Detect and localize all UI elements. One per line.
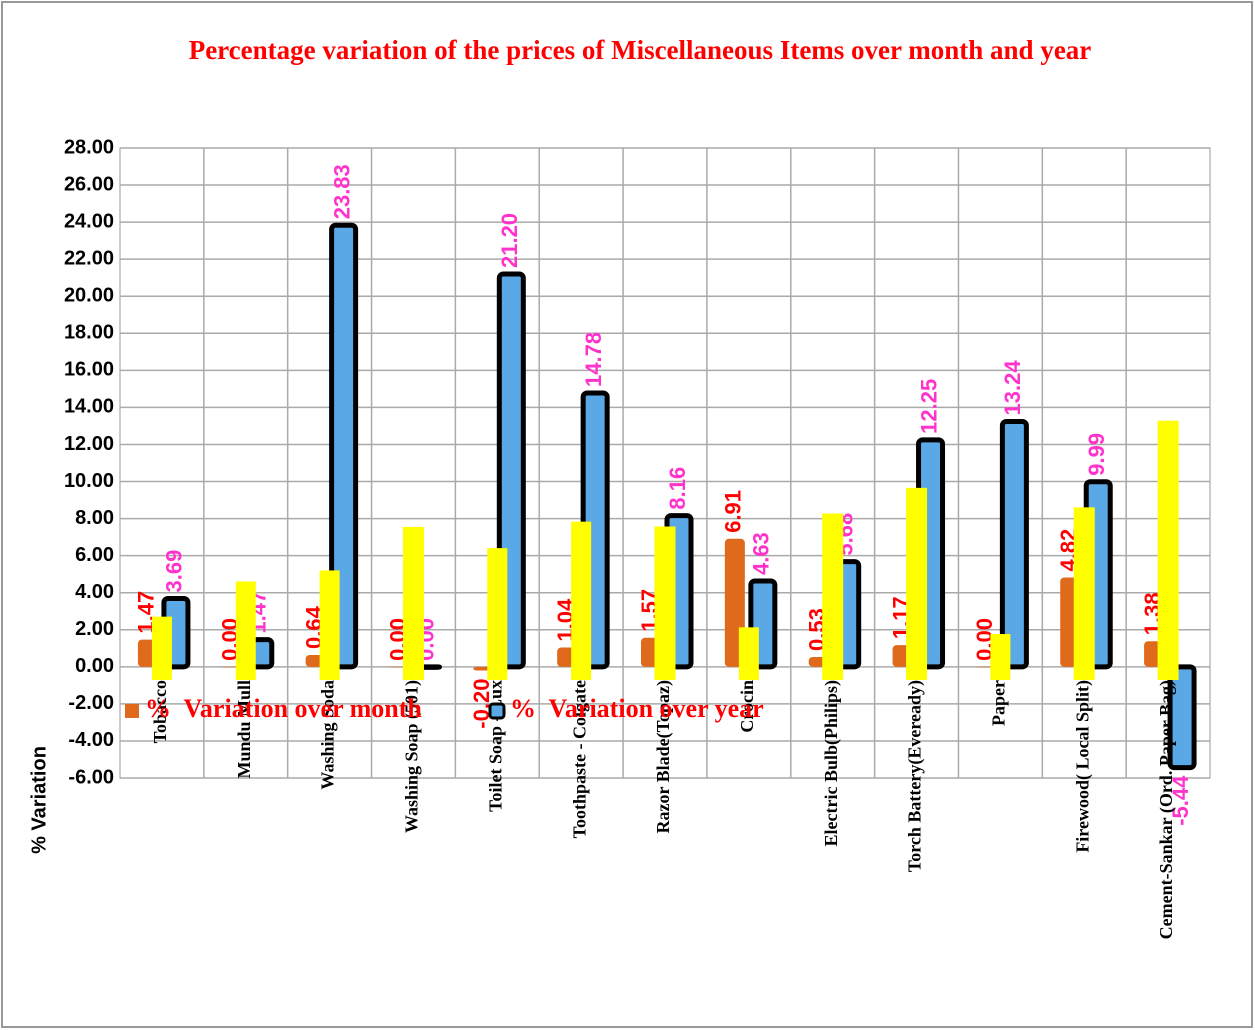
chart-frame (2, 2, 1252, 1027)
value-label: 14.78 (581, 332, 606, 387)
value-label: 6.91 (721, 490, 746, 533)
value-label: 3.69 (162, 550, 187, 593)
legend-swatch (490, 704, 504, 718)
category-label-background (906, 488, 927, 680)
y-tick-label: 6.00 (75, 544, 114, 566)
y-axis-title: % Variation (28, 746, 50, 854)
category-label-background (990, 634, 1010, 680)
y-tick-label: 2.00 (75, 618, 114, 640)
category-label-background (320, 570, 340, 680)
x-tick-label: Cement-Sankar (Ord. Paper Bag) (1156, 680, 1177, 939)
y-tick-label: 12.00 (64, 433, 114, 455)
y-tick-label: 26.00 (64, 173, 114, 195)
category-label-group: Razor Blade(Topaz) (653, 526, 675, 833)
category-label-group: Torch Battery(Eveready) (905, 488, 927, 872)
legend-label: % Variation over year (510, 694, 764, 723)
category-label-background (571, 522, 591, 680)
chart: % Variation -6.00 -4.00 -2.00 0.00 2.00 4.00 6… (0, 0, 1255, 1030)
value-label: 4.63 (749, 532, 774, 575)
category-label-group: Cement-Sankar (Ord. Paper Bag) (1156, 421, 1178, 940)
x-tick-label: Firewood( Local Split) (1072, 680, 1093, 853)
chart-title: Percentage variation of the prices of Mi… (150, 34, 1130, 66)
y-tick-label: 18.00 (64, 322, 114, 344)
category-label-background (822, 513, 843, 680)
x-tick-label: Torch Battery(Eveready) (905, 680, 926, 872)
x-tick-label: Paper (989, 680, 1009, 726)
category-label-group: Paper (989, 634, 1011, 726)
category-label-background (655, 526, 676, 680)
value-label: 21.20 (497, 213, 522, 268)
category-label-background (236, 581, 256, 680)
x-tick-label: Toilet Soap - Lux (485, 680, 505, 812)
y-tick-label: 10.00 (64, 470, 114, 492)
y-tick-label: -4.00 (68, 729, 114, 751)
y-tick-label: 14.00 (64, 396, 114, 418)
legend-label: % Variation over month (145, 694, 422, 723)
x-tick-label: Electric Bulb(Philips) (821, 680, 842, 847)
y-tick-label: 4.00 (75, 581, 114, 603)
value-label: 13.24 (1000, 360, 1025, 416)
category-label-background (487, 548, 507, 680)
category-label-group: Toothpaste - Colgate (569, 522, 591, 839)
legend-swatch (125, 704, 139, 718)
y-tick-label: -6.00 (68, 766, 114, 788)
category-label-group: Electric Bulb(Philips) (821, 513, 843, 846)
category-label-background (1074, 507, 1095, 680)
value-label: 12.25 (916, 379, 941, 434)
y-tick-label: 8.00 (75, 507, 114, 529)
y-tick-label: 20.00 (64, 285, 114, 307)
category-label-background (1158, 421, 1179, 680)
category-label-group: Washing Soap (501) (402, 527, 424, 833)
y-tick-label: 28.00 (64, 136, 114, 158)
value-label: 9.99 (1084, 433, 1109, 476)
value-label: 23.83 (329, 164, 354, 219)
category-label-background (152, 617, 172, 680)
y-tick-label: -2.00 (68, 692, 114, 714)
y-tick-label: 22.00 (64, 247, 114, 269)
category-label-group: Washing Soda (318, 570, 340, 789)
category-label-group: Toilet Soap - Lux (485, 548, 507, 812)
category-label-group: Tobacco (150, 617, 172, 744)
category-label-group: Firewood( Local Split) (1072, 507, 1094, 852)
category-label-background (403, 527, 424, 680)
value-label: 8.16 (665, 467, 690, 510)
category-label-group: Mundu Mull (234, 581, 256, 778)
bar (1002, 421, 1026, 666)
y-tick-label: 24.00 (64, 210, 114, 232)
y-tick-label: 0.00 (75, 655, 114, 677)
category-label-background (739, 627, 759, 680)
y-tick-label: 16.00 (64, 359, 114, 381)
page: % Variation -6.00 -4.00 -2.00 0.00 2.00 4.00 6… (0, 0, 1255, 1030)
